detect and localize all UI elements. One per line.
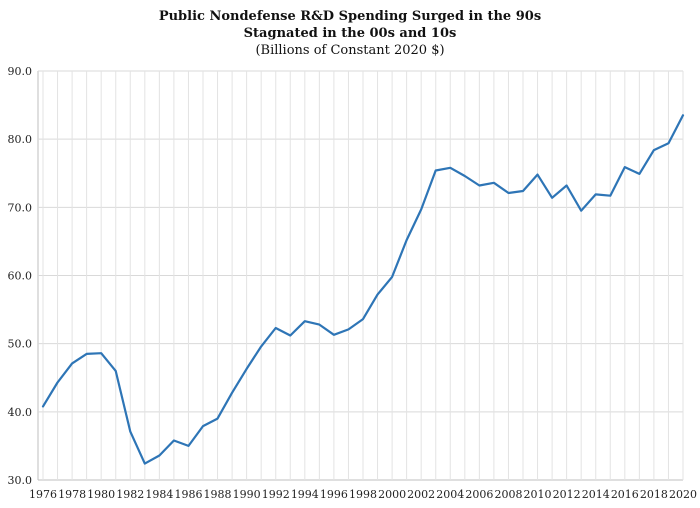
x-tick-label: 2008 — [494, 488, 522, 501]
grid-layer — [37, 70, 684, 481]
x-tick-label: 2000 — [378, 488, 406, 501]
x-tick-label: 2012 — [553, 488, 581, 501]
series-layer — [41, 114, 685, 465]
y-tick-label: 60.0 — [8, 270, 33, 283]
y-tick-label: 90.0 — [8, 65, 33, 78]
y-tick-label: 30.0 — [8, 474, 33, 487]
x-tick-label: 1996 — [320, 488, 348, 501]
x-tick-label: 1984 — [145, 488, 173, 501]
x-tick-label: 2016 — [611, 488, 639, 501]
x-tick-label: 1990 — [233, 488, 261, 501]
x-tick-label: 2014 — [582, 488, 610, 501]
y-tick-label: 70.0 — [8, 201, 33, 214]
y-tick-label: 50.0 — [8, 338, 33, 351]
x-tick-label: 1986 — [174, 488, 202, 501]
chart-subtitle: (Billions of Constant 2020 $) — [255, 43, 445, 58]
x-tick-label: 1976 — [29, 488, 57, 501]
x-tick-label: 2006 — [465, 488, 493, 501]
x-tick-label: 2010 — [524, 488, 552, 501]
x-tick-label: 2020 — [669, 488, 697, 501]
x-tick-label: 1992 — [262, 488, 290, 501]
x-tick-label: 2004 — [436, 488, 464, 501]
x-tick-label: 1998 — [349, 488, 377, 501]
chart-title-block: Public Nondefense R&D Spending Surged in… — [0, 8, 700, 59]
x-tick-label: 1980 — [87, 488, 115, 501]
chart-title-line-2: Stagnated in the 00s and 10s — [243, 26, 457, 41]
chart-title-line-1: Public Nondefense R&D Spending Surged in… — [158, 9, 542, 24]
x-tick-label: 1982 — [116, 488, 144, 501]
series-line — [41, 114, 685, 465]
x-axis-ticks: 1976 1978 1980 1982 1984 1986 1988 1990 1992 1994… — [29, 488, 697, 501]
y-tick-label: 80.0 — [8, 133, 33, 146]
x-tick-label: 2018 — [640, 488, 668, 501]
x-tick-label: 1978 — [58, 488, 86, 501]
x-tick-label: 1994 — [291, 488, 319, 501]
y-axis-ticks: 30.0 40.0 50.0 60.0 70.0 80.0 90.0 — [8, 65, 33, 487]
y-tick-label: 40.0 — [8, 406, 33, 419]
x-tick-label: 2002 — [407, 488, 435, 501]
x-tick-label: 1988 — [204, 488, 232, 501]
